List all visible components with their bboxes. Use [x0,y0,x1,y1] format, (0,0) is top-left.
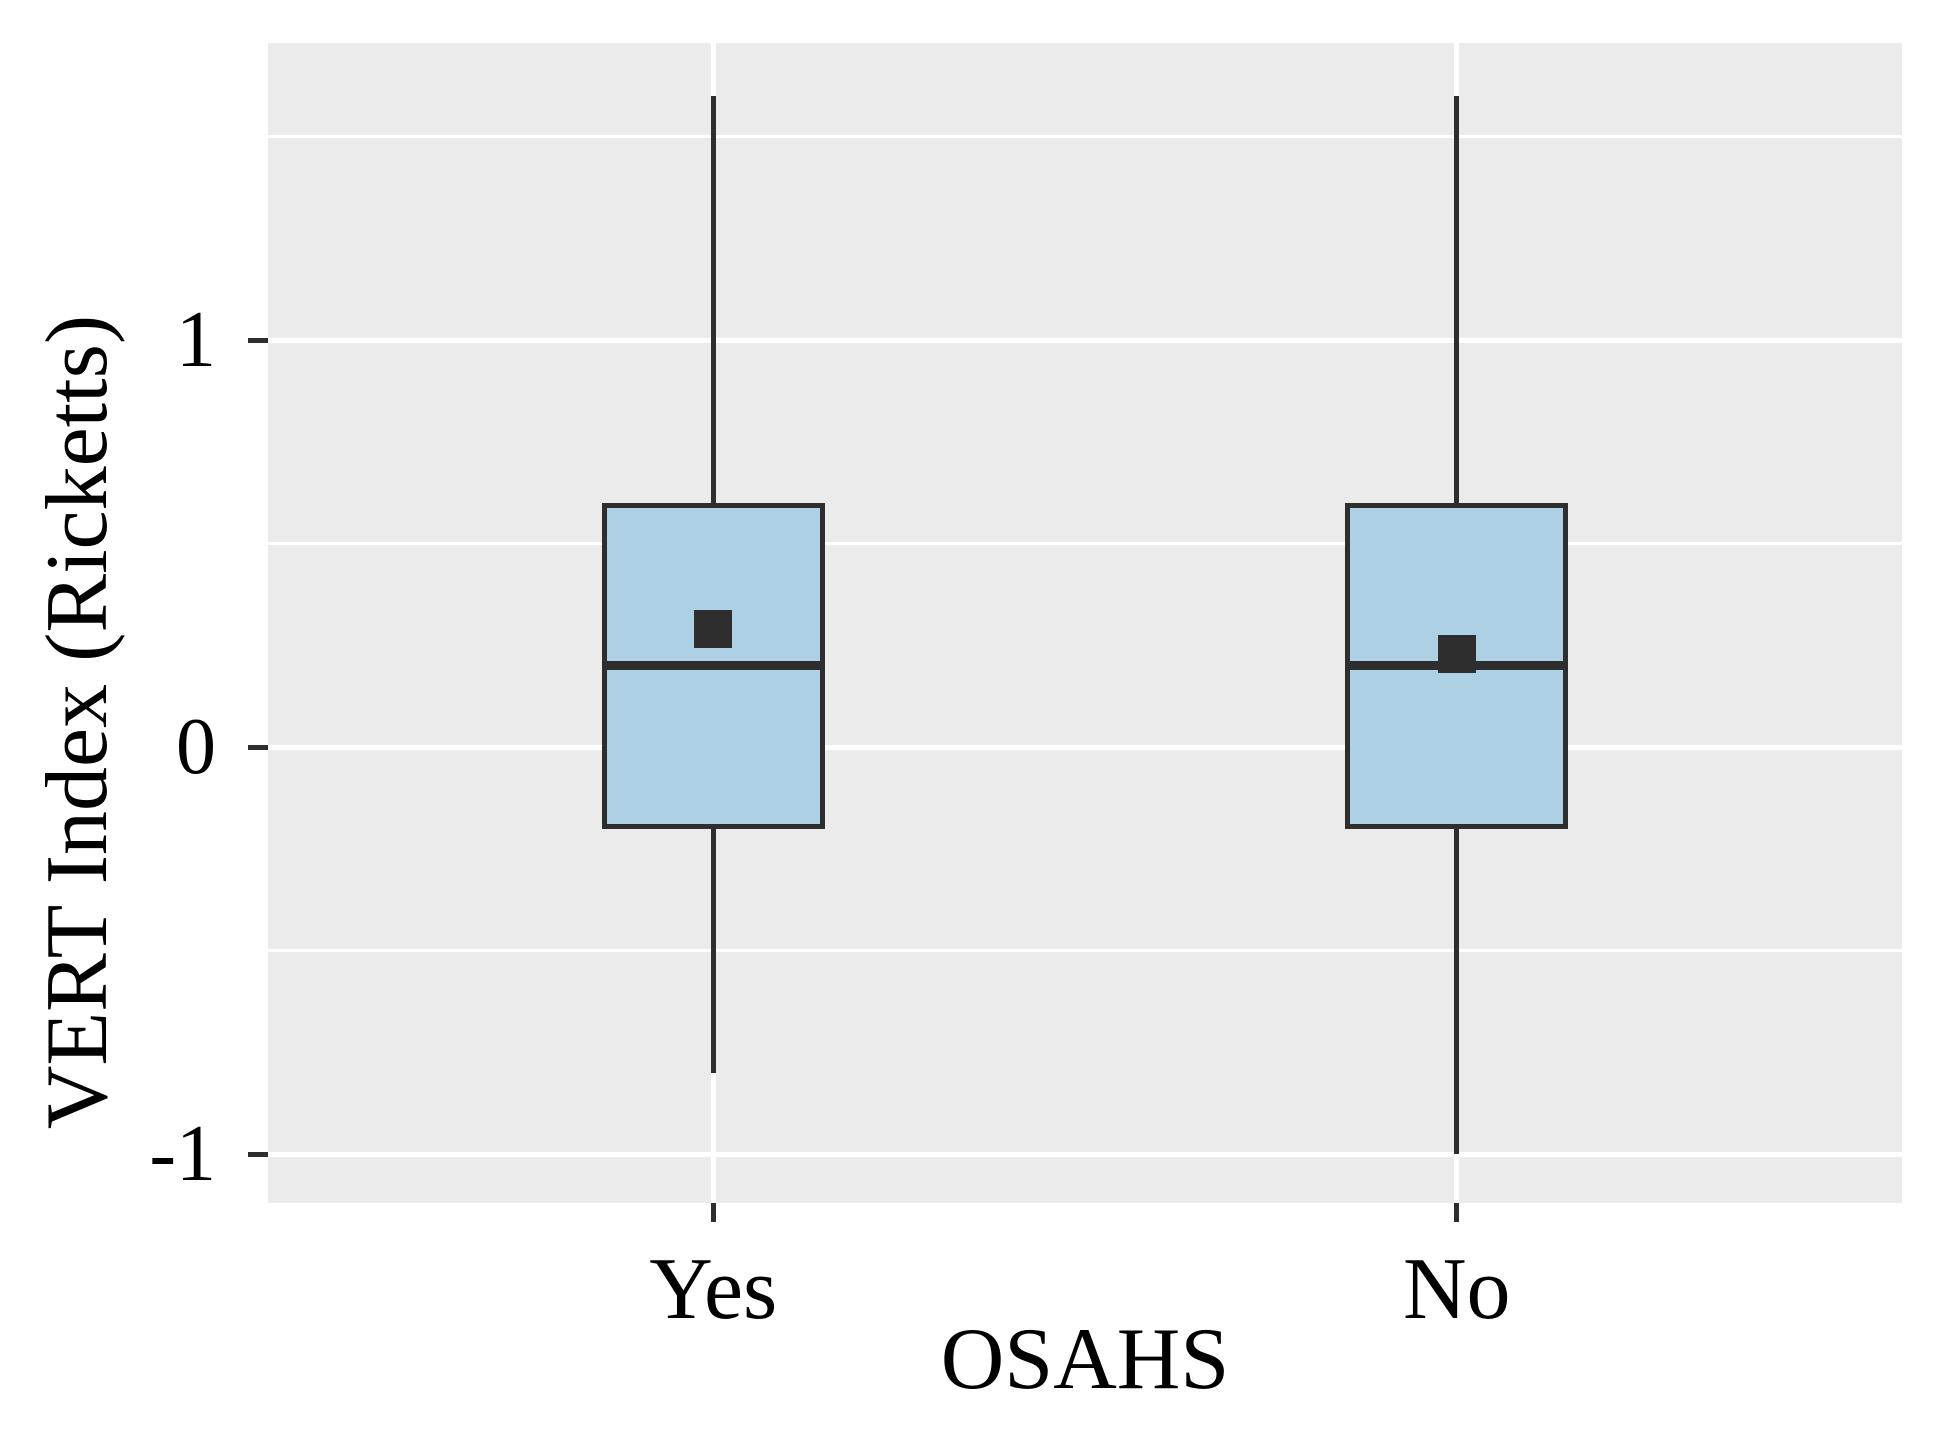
x-tick [1454,1203,1460,1222]
y-tick-label: 1 [176,296,216,385]
y-tick [248,744,268,750]
major-gridline [268,744,1902,750]
minor-gridline [268,135,1902,139]
minor-gridline [268,949,1902,953]
upper-whisker-yes [710,95,716,503]
lower-whisker-yes [710,828,716,1073]
upper-whisker-no [1454,95,1460,503]
x-axis-title: OSAHS [940,1311,1230,1408]
x-tick-label-yes: Yes [649,1241,778,1338]
mean-marker-yes [694,610,733,649]
y-tick-label: -1 [149,1110,216,1199]
x-tick-label-no: No [1402,1241,1511,1338]
major-gridline [268,1151,1902,1157]
plot-panel [268,43,1902,1203]
major-gridline [268,337,1902,343]
minor-gridline [268,542,1902,546]
mean-marker-no [1437,634,1476,673]
y-tick [248,337,268,343]
median-line-yes [601,661,825,671]
y-tick-label: 0 [176,703,216,792]
lower-whisker-no [1454,828,1460,1155]
x-tick [710,1203,716,1222]
y-tick [248,1151,268,1157]
